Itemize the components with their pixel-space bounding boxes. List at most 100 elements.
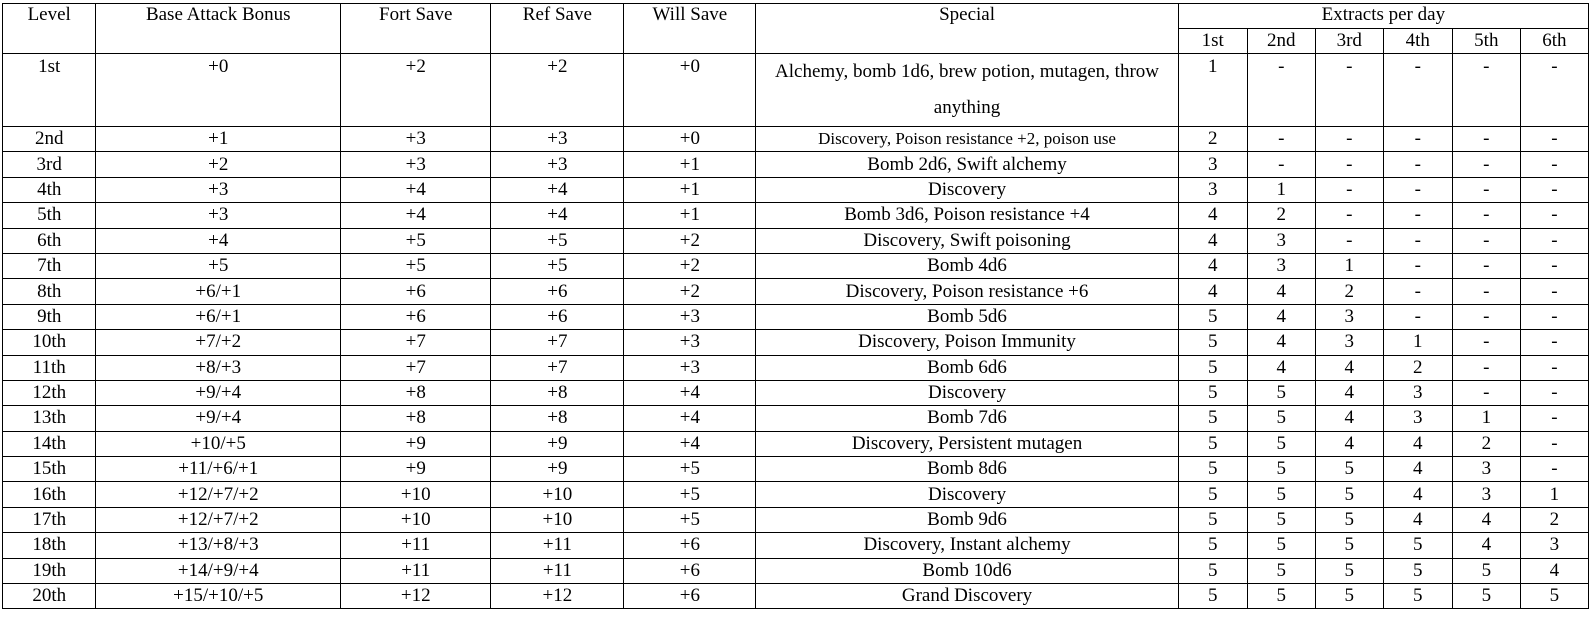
fort-save-cell: +10 [340, 481, 492, 508]
base-attack-bonus-cell: +12/+7/+2 [95, 481, 342, 508]
header-extract-2nd: 2nd [1246, 28, 1316, 54]
fort-save-cell: +9 [340, 430, 492, 458]
ref-save-cell: +7 [490, 354, 625, 381]
level-cell: 17th [1, 506, 97, 534]
extract-cell: 5 [1177, 506, 1248, 534]
extract-cell: 4 [1177, 202, 1248, 229]
extract-cell: 5 [1246, 379, 1316, 407]
level-cell: 15th [1, 456, 97, 483]
extract-cell: 2 [1451, 430, 1521, 458]
will-save-cell: +6 [623, 583, 757, 610]
base-attack-bonus-cell: +2 [95, 151, 342, 178]
will-save-cell: +5 [623, 481, 757, 508]
ref-save-cell: +3 [490, 151, 625, 178]
extract-cell: 5 [1246, 506, 1316, 534]
table-row: 1st +0 +2 +2 +0 Alchemy, bomb 1d6, brew potio… [1, 53, 1590, 127]
extract-cell: 5 [1177, 532, 1248, 559]
extract-cell: - [1382, 53, 1453, 127]
extract-cell: - [1519, 354, 1590, 381]
extract-cell: 5 [1382, 583, 1453, 610]
extract-cell: - [1314, 176, 1384, 204]
table-row: 20th +15/+10/+5 +12 +12 +6 Grand Discovery 5 5 5… [1, 583, 1590, 610]
will-save-cell: +3 [623, 303, 757, 331]
base-attack-bonus-cell: +13/+8/+3 [95, 532, 342, 559]
extract-cell: 4 [1314, 405, 1384, 432]
extract-cell: 3 [1382, 379, 1453, 407]
extract-cell: 3 [1451, 456, 1521, 483]
fort-save-cell: +5 [340, 252, 492, 280]
table-row: 3rd +2 +3 +3 +1 Bomb 2d6, Swift alchemy 3- - - - - [1, 151, 1590, 178]
table-row: 10th +7/+2 +7 +7 +3 Discovery, Poison Immunit… [1, 329, 1590, 356]
extract-cell: - [1519, 278, 1590, 305]
base-attack-bonus-cell: +9/+4 [95, 379, 342, 407]
extract-cell: 5 [1246, 557, 1316, 585]
extract-cell: - [1519, 53, 1590, 127]
ref-save-cell: +6 [490, 303, 625, 331]
base-attack-bonus-cell: +6/+1 [95, 278, 342, 305]
extract-cell: - [1382, 176, 1453, 204]
extract-cell: - [1246, 125, 1316, 153]
ref-save-cell: +8 [490, 379, 625, 407]
header-row: Level Base Attack Bonus Fort Save Ref Sa… [1, 3, 1590, 54]
fort-save-cell: +2 [340, 53, 492, 127]
extract-cell: 4 [1382, 481, 1453, 508]
base-attack-bonus-cell: +0 [95, 53, 342, 127]
extract-cell: - [1519, 329, 1590, 356]
level-cell: 9th [1, 303, 97, 331]
ref-save-cell: +10 [490, 481, 625, 508]
ref-save-cell: +11 [490, 532, 625, 559]
alchemist-progression-table: Level Base Attack Bonus Fort Save Ref Sa… [1, 3, 1590, 610]
header-level: Level [1, 3, 97, 54]
extract-cell: 1 [1177, 53, 1248, 127]
extract-cell: - [1519, 227, 1590, 254]
extract-cell: 4 [1314, 430, 1384, 458]
table-row: 13th +9/+4 +8 +8 +4 Bomb 7d6 5 5 4 3 1- [1, 405, 1590, 432]
ref-save-cell: +8 [490, 405, 625, 432]
header-base-attack-bonus: Base Attack Bonus [95, 3, 342, 54]
level-cell: 13th [1, 405, 97, 432]
base-attack-bonus-cell: +7/+2 [95, 329, 342, 356]
will-save-cell: +6 [623, 557, 757, 585]
extract-cell: - [1451, 176, 1521, 204]
will-save-cell: +0 [623, 125, 757, 153]
fort-save-cell: +3 [340, 125, 492, 153]
table-row: 5th +3 +4 +4 +1 Bomb 3d6, Poison resistance +… [1, 202, 1590, 229]
level-cell: 8th [1, 278, 97, 305]
extract-cell: 4 [1246, 354, 1316, 381]
table-row: 16th +12/+7/+2 +10 +10 +5 Discovery 5 5 5 4 3 1 [1, 481, 1590, 508]
table-row: 15th +11/+6/+1 +9 +9 +5 Bomb 8d6 5 5 5 4 3- [1, 456, 1590, 483]
table-row: 2nd +1 +3 +3 +0 Discovery, Poison resistance … [1, 125, 1590, 153]
extract-cell: 5 [1314, 557, 1384, 585]
extract-cell: 4 [1382, 430, 1453, 458]
fort-save-cell: +6 [340, 278, 492, 305]
will-save-cell: +5 [623, 456, 757, 483]
extract-cell: 3 [1451, 481, 1521, 508]
fort-save-cell: +5 [340, 227, 492, 254]
level-cell: 2nd [1, 125, 97, 153]
will-save-cell: +1 [623, 151, 757, 178]
header-extracts-per-day: Extracts per day [1177, 3, 1590, 29]
extract-cell: 5 [1314, 506, 1384, 534]
extract-cell: - [1451, 252, 1521, 280]
ref-save-cell: +6 [490, 278, 625, 305]
extract-cell: - [1246, 53, 1316, 127]
base-attack-bonus-cell: +14/+9/+4 [95, 557, 342, 585]
ref-save-cell: +11 [490, 557, 625, 585]
extract-cell: 3 [1314, 303, 1384, 331]
header-fort-save: Fort Save [340, 3, 492, 54]
special-cell: Bomb 9d6 [755, 506, 1179, 534]
table-row: 6th +4 +5 +5 +2 Discovery, Swift poisoning 4 3-… [1, 227, 1590, 254]
base-attack-bonus-cell: +4 [95, 227, 342, 254]
extract-cell: - [1519, 252, 1590, 280]
extract-cell: - [1451, 303, 1521, 331]
extract-cell: - [1519, 405, 1590, 432]
extract-cell: 4 [1177, 278, 1248, 305]
table-row: 11th +8/+3 +7 +7 +3 Bomb 6d6 5 4 4 2- - [1, 354, 1590, 381]
extract-cell: - [1519, 176, 1590, 204]
special-cell: Bomb 8d6 [755, 456, 1179, 483]
table-row: 9th +6/+1 +6 +6 +3 Bomb 5d6 5 4 3- - - [1, 303, 1590, 331]
ref-save-cell: +9 [490, 430, 625, 458]
extract-cell: - [1451, 379, 1521, 407]
special-cell: Discovery [755, 379, 1179, 407]
header-subrow: 1st 2nd 3rd 4th 5th 6th [3, 28, 1590, 54]
